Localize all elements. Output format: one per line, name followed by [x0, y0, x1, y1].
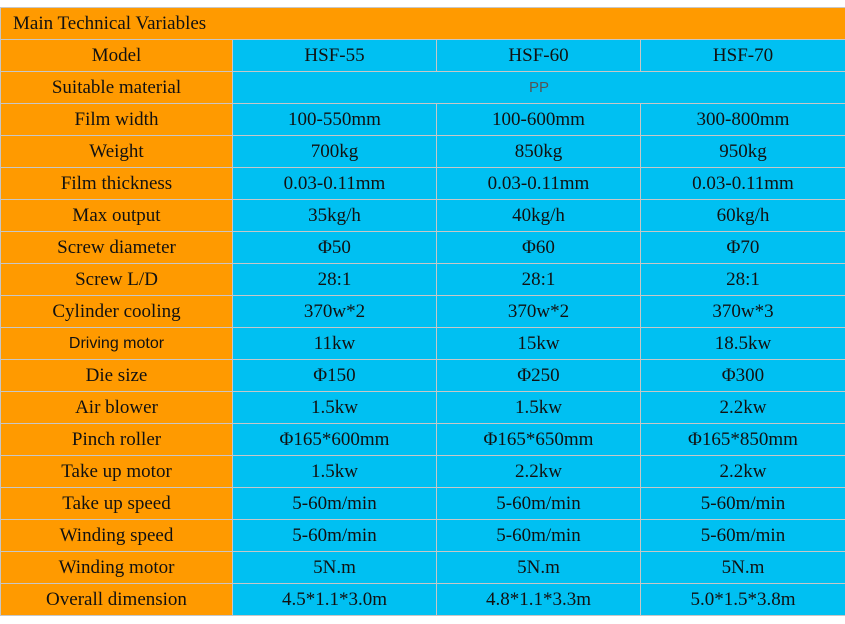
- row-value: 40kg/h: [436, 199, 641, 232]
- spec-table-container: Main Technical Variables Model HSF-55 HS…: [0, 7, 845, 616]
- row-value: 28:1: [232, 263, 437, 296]
- row-value: 100-550mm: [232, 103, 437, 136]
- row-value: 2.2kw: [640, 391, 845, 424]
- table-row: Take up speed 5-60m/min 5-60m/min 5-60m/min: [0, 487, 845, 520]
- model-hsf-70: HSF-70: [640, 39, 845, 72]
- row-label: Weight: [0, 135, 233, 168]
- row-label: Cylinder cooling: [0, 295, 233, 328]
- model-label: Model: [0, 39, 233, 72]
- row-value: 1.5kw: [232, 391, 437, 424]
- row-value: 60kg/h: [640, 199, 845, 232]
- table-row: Overall dimension 4.5*1.1*3.0m 4.8*1.1*3.3…: [0, 583, 845, 616]
- row-value: Φ70: [640, 231, 845, 264]
- row-value: 370w*2: [232, 295, 437, 328]
- row-value: 5-60m/min: [640, 487, 845, 520]
- table-title-row: Main Technical Variables: [0, 7, 845, 40]
- table-row: Screw L/D 28:1 28:1 28:1: [0, 263, 845, 296]
- row-value: Φ250: [436, 359, 641, 392]
- model-row: Model HSF-55 HSF-60 HSF-70: [0, 39, 845, 72]
- row-value: 370w*2: [436, 295, 641, 328]
- model-hsf-55: HSF-55: [232, 39, 437, 72]
- row-value: Φ165*650mm: [436, 423, 641, 456]
- material-value: PP: [232, 71, 845, 104]
- row-value: 1.5kw: [232, 455, 437, 488]
- row-value: Φ50: [232, 231, 437, 264]
- row-value: Φ60: [436, 231, 641, 264]
- row-value: 5-60m/min: [436, 487, 641, 520]
- row-label: Die size: [0, 359, 233, 392]
- table-row: Driving motor 11kw 15kw 18.5kw: [0, 327, 845, 360]
- row-value: 5-60m/min: [232, 519, 437, 552]
- row-value: 2.2kw: [436, 455, 641, 488]
- row-value: 700kg: [232, 135, 437, 168]
- row-value: 15kw: [436, 327, 641, 360]
- row-value: 28:1: [640, 263, 845, 296]
- row-value: Φ165*850mm: [640, 423, 845, 456]
- row-value: 18.5kw: [640, 327, 845, 360]
- material-label: Suitable material: [0, 71, 233, 104]
- table-row: Screw diameter Φ50 Φ60 Φ70: [0, 231, 845, 264]
- row-label: Take up speed: [0, 487, 233, 520]
- row-value: Φ165*600mm: [232, 423, 437, 456]
- row-value: 300-800mm: [640, 103, 845, 136]
- table-row: Die size Φ150 Φ250 Φ300: [0, 359, 845, 392]
- row-value: 35kg/h: [232, 199, 437, 232]
- row-value: 28:1: [436, 263, 641, 296]
- row-label: Take up motor: [0, 455, 233, 488]
- row-label: Film thickness: [0, 167, 233, 200]
- row-label: Pinch roller: [0, 423, 233, 456]
- row-label: Max output: [0, 199, 233, 232]
- row-value: 0.03-0.11mm: [436, 167, 641, 200]
- model-hsf-60: HSF-60: [436, 39, 641, 72]
- spec-rows: Film width 100-550mm 100-600mm 300-800mm Wei…: [0, 103, 845, 616]
- row-value: 100-600mm: [436, 103, 641, 136]
- row-value: 2.2kw: [640, 455, 845, 488]
- row-value: 4.8*1.1*3.3m: [436, 583, 641, 616]
- row-value: 5-60m/min: [436, 519, 641, 552]
- table-row: Winding speed 5-60m/min 5-60m/min 5-60m/min: [0, 519, 845, 552]
- table-row: Weight 700kg 850kg 950kg: [0, 135, 845, 168]
- row-label: Screw diameter: [0, 231, 233, 264]
- row-label: Screw L/D: [0, 263, 233, 296]
- table-title: Main Technical Variables: [0, 7, 845, 40]
- row-value: 11kw: [232, 327, 437, 360]
- row-value: 5N.m: [232, 551, 437, 584]
- table-row: Max output 35kg/h 40kg/h 60kg/h: [0, 199, 845, 232]
- row-label: Driving motor: [0, 327, 233, 360]
- row-value: Φ150: [232, 359, 437, 392]
- table-row: Pinch roller Φ165*600mm Φ165*650mm Φ165*850…: [0, 423, 845, 456]
- table-row: Cylinder cooling 370w*2 370w*2 370w*3: [0, 295, 845, 328]
- table-row: Film thickness 0.03-0.11mm 0.03-0.11mm 0.03…: [0, 167, 845, 200]
- row-label: Air blower: [0, 391, 233, 424]
- row-label: Winding speed: [0, 519, 233, 552]
- row-value: 0.03-0.11mm: [640, 167, 845, 200]
- row-value: 4.5*1.1*3.0m: [232, 583, 437, 616]
- table-row: Winding motor 5N.m 5N.m 5N.m: [0, 551, 845, 584]
- table-row: Take up motor 1.5kw 2.2kw 2.2kw: [0, 455, 845, 488]
- row-value: 370w*3: [640, 295, 845, 328]
- row-label: Film width: [0, 103, 233, 136]
- row-value: 5.0*1.5*3.8m: [640, 583, 845, 616]
- table-row: Film width 100-550mm 100-600mm 300-800mm: [0, 103, 845, 136]
- row-value: 5N.m: [640, 551, 845, 584]
- material-row: Suitable material PP: [0, 71, 845, 104]
- row-value: Φ300: [640, 359, 845, 392]
- row-value: 0.03-0.11mm: [232, 167, 437, 200]
- row-value: 5-60m/min: [232, 487, 437, 520]
- row-value: 5N.m: [436, 551, 641, 584]
- row-value: 5-60m/min: [640, 519, 845, 552]
- row-value: 1.5kw: [436, 391, 641, 424]
- row-value: 950kg: [640, 135, 845, 168]
- technical-variables-table: Main Technical Variables Model HSF-55 HS…: [0, 7, 845, 616]
- table-row: Air blower 1.5kw 1.5kw 2.2kw: [0, 391, 845, 424]
- row-value: 850kg: [436, 135, 641, 168]
- row-label: Winding motor: [0, 551, 233, 584]
- row-label: Overall dimension: [0, 583, 233, 616]
